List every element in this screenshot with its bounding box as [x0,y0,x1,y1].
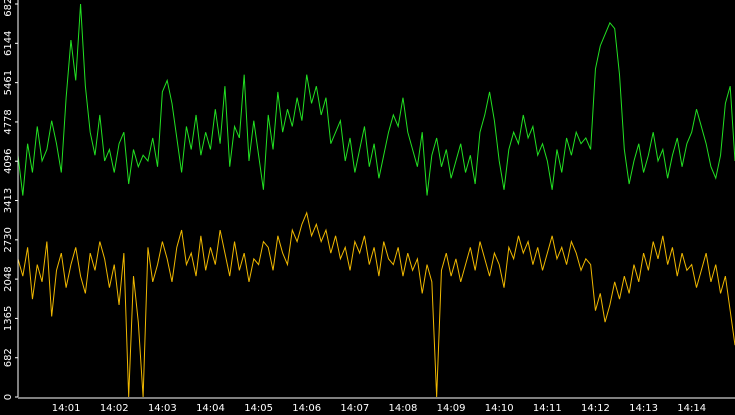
y-tick-label: 682 [3,348,14,367]
y-tick-label: 0 [3,394,14,400]
x-tick-label: 14:07 [340,403,369,414]
x-tick-label: 14:06 [292,403,321,414]
y-tick-label: 1365 [3,306,14,331]
x-tick-label: 14:14 [677,403,706,414]
y-tick-label: 3413 [3,188,14,213]
x-tick-label: 14:13 [629,403,658,414]
x-tick-label: 14:05 [244,403,273,414]
x-tick-label: 14:03 [148,403,177,414]
x-tick-label: 14:01 [52,403,81,414]
y-tick-label: 2048 [3,266,14,291]
y-tick-label: 6144 [3,31,14,56]
x-tick-label: 14:11 [533,403,562,414]
x-tick-label: 14:08 [389,403,418,414]
y-tick-label: 4778 [3,109,14,134]
y-tick-label: 5461 [3,70,14,95]
series-line [17,3,735,196]
x-tick-label: 14:12 [581,403,610,414]
y-tick-label: 6827 [3,0,14,17]
x-tick-label: 14:02 [100,403,129,414]
series-line [17,211,735,398]
y-tick-label: 2730 [3,227,14,252]
x-tick-label: 14:10 [485,403,514,414]
x-tick-label: 14:04 [196,403,225,414]
y-tick-label: 4096 [3,148,14,173]
x-tick-label: 14:09 [437,403,466,414]
